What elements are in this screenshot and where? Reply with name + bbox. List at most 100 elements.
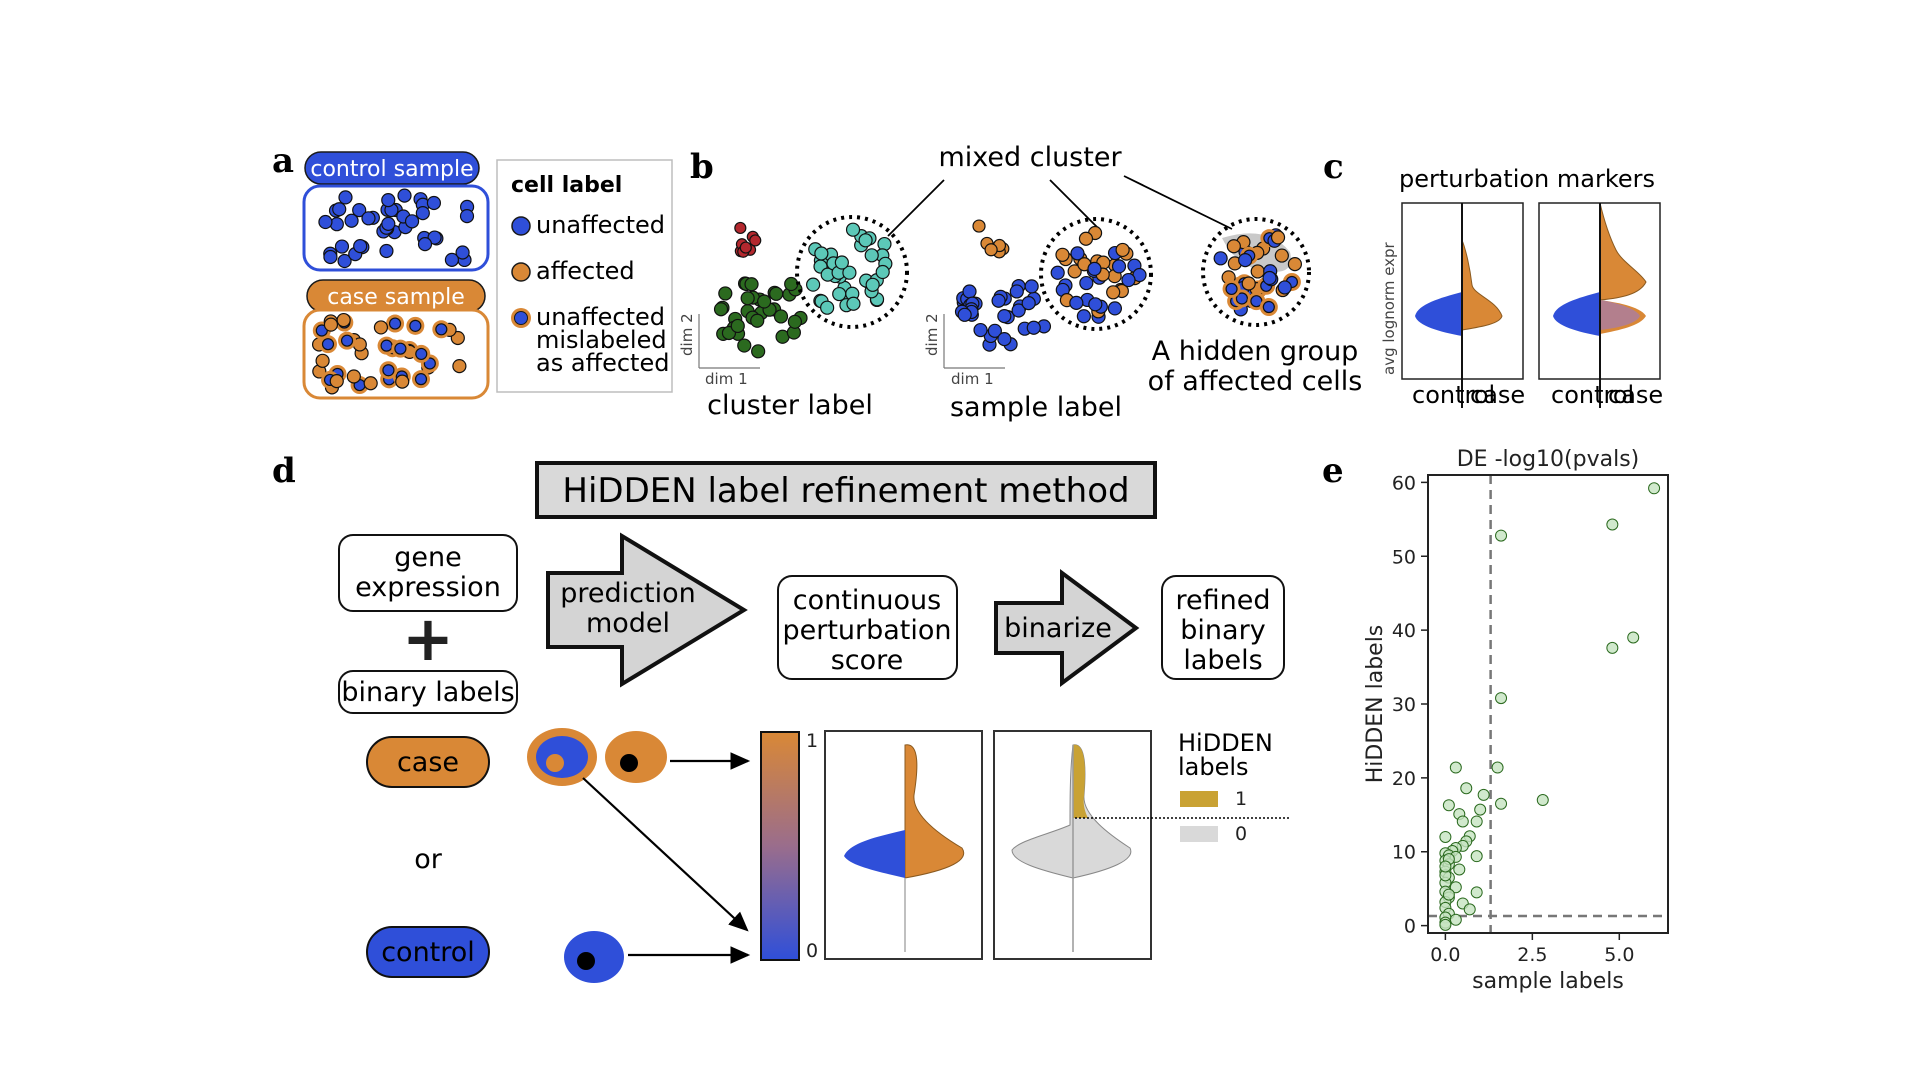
sample-orange-cell [984,243,998,257]
cluster-label-caption: cluster label [707,390,873,421]
sample-blue-cell [997,308,1012,324]
refined-2: binary [1180,615,1265,646]
mixed-cluster-label: mixed cluster [938,142,1122,173]
hidden-group-cell [1274,248,1289,263]
sample-mixed-cell [1076,309,1091,324]
legend-mislabeled-text-3: as affected [536,349,669,377]
sample-blue-cell [1011,303,1026,318]
refined-3: labels [1183,645,1262,676]
case-cell [323,317,339,332]
panel-b-letter: b [690,147,714,187]
binarized-violin-gold [1073,744,1088,818]
marker-1-case-half [1461,239,1503,331]
y-tick-label: 0 [1404,916,1416,938]
unaffected-cell [417,237,433,252]
hidden-group-caption-1: A hidden group [1152,336,1359,367]
case-pill [366,736,490,788]
data-point [1606,518,1619,531]
marker-2-case-upper [1599,202,1647,301]
data-point [1470,886,1483,899]
sample-blue-cell [997,332,1012,347]
score-violin-control [844,830,905,878]
binarize-text: binarize [1004,613,1112,644]
panel-e: e DE -log10(pvals) 0 10 20 30 40 50 60 0.0 2.5 5.… [1322,447,1669,994]
control-sample-pill [304,151,480,185]
hidden-group-cell [1238,253,1253,268]
legend-mislabeled-swatch [514,311,528,325]
cluster-teal-cell [845,222,861,237]
plus-sign: + [402,602,454,675]
case-cell [336,312,351,328]
unaffected-cell [381,193,396,208]
data-point [1536,794,1549,807]
sample-mixed-cell [1078,231,1094,246]
sample-mixed-cell [1107,301,1123,316]
y-tick-label: 60 [1392,472,1416,494]
cluster-label-scatter [713,221,893,359]
data-point [1648,482,1661,495]
legend-unaffected-swatch [511,216,531,236]
hidden-group-cell [1225,282,1238,296]
panel-c: c perturbation markers avg lognorm expr … [1323,147,1663,409]
data-point [1460,782,1473,795]
colorbar-bottom-tick: 0 [806,940,818,962]
unaffected-cell [361,211,376,226]
unaffected-cell [379,243,394,259]
marker-2-case-label: case [1608,381,1663,409]
unaffected-cell [337,253,352,269]
hidden-group-cell [1262,270,1277,286]
data-point [1439,830,1452,843]
cluster-red-cell [734,221,747,235]
sample-blue-cell [1024,279,1039,294]
case-sample-cells [311,312,467,395]
unaffected-cell [397,188,412,203]
hidden-group-cell [1235,292,1249,305]
cluster-green-cell [737,338,752,353]
hidden-group-cell [1250,295,1263,308]
sample-label-scatter [954,219,1147,352]
cluster-teal-cell [820,300,835,315]
sample-label-caption: sample label [950,392,1122,423]
sample-blue-cell [991,293,1006,308]
marker-1-control-half [1415,292,1462,336]
panel-b: b mixed cluster dim 1 dim 2 cluster labe… [678,142,1362,423]
data-point [1470,850,1483,863]
sample-mixed-cell [1111,259,1127,274]
prediction-model-arrow [546,532,748,688]
pointer-line-1 [887,179,945,237]
cluster-green-cell [750,313,765,328]
sample-blue-cell [1009,284,1024,299]
hidden-group-scatter [1213,228,1303,317]
hidden-group-cell [1270,230,1286,245]
unaffected-cell [318,214,333,230]
cluster-green-cell [751,344,766,359]
panel-e-letter: e [1322,451,1344,491]
data-point [1449,881,1462,894]
case-cell [340,334,354,347]
cluster-green-cell [784,276,799,292]
unaffected-cell [455,245,470,260]
legend-affected-text: affected [536,257,635,285]
case-cell [414,373,428,386]
legend-unaffected-text: unaffected [536,211,665,239]
panel-a: a control sample case sample cell label … [272,141,673,400]
control-cell-nucleus [577,952,595,970]
sample-mixed-cell [1079,275,1094,291]
control-pill [366,926,490,978]
mixed-cluster-circle-1 [795,215,909,329]
hidden-group-cell [1250,264,1265,279]
cluster-teal-cell [846,296,861,311]
panel-c-letter: c [1323,147,1344,187]
colorbar-top-tick: 1 [806,730,818,752]
marker-2-control-label: control [1551,381,1634,409]
b2-dim1: dim 1 [951,370,994,388]
cluster-green-cell [787,314,802,329]
mixed-cluster-circle-3 [1201,217,1311,327]
marker-2-control-half [1553,292,1600,336]
unaffected-cell [344,213,359,228]
sample-blue-cell [1026,320,1041,335]
case-cell [395,374,410,389]
case-cell [415,347,428,361]
sample-blue-cell [1021,296,1036,311]
unaffected-cell [426,195,442,211]
